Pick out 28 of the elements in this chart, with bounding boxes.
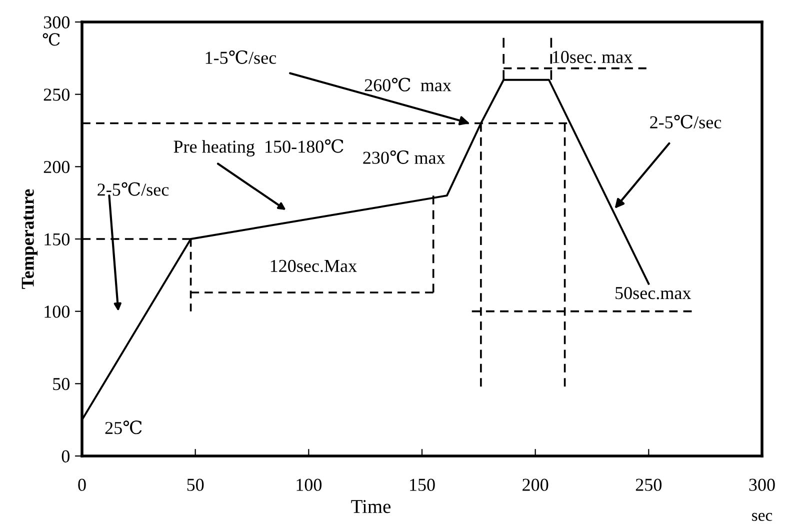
x-tick-label: 50 [187,478,204,491]
annotation: 25℃ [105,420,142,434]
y-tick-label: 100 [44,306,70,318]
x-tick-label: 200 [522,478,548,491]
annotation: 2-5℃/sec [98,182,169,196]
annotation: 50sec.max [616,287,692,300]
y-axis-title: Temperature [22,189,38,289]
x-tick-label: 150 [410,478,435,491]
x-tick-label: 0 [78,478,86,491]
y-tick-label: 0 [62,450,70,462]
y-tick-label: 250 [44,88,70,101]
y-tick-label: 300 [44,16,70,28]
x-axis-title: Time [351,500,391,514]
annotation: 1-5℃/sec [206,50,276,64]
annotation: 120sec.Max [270,260,357,272]
x-tick-label: 250 [636,478,662,491]
x-tick-label: 100 [296,478,322,491]
annotation: 260℃ max [364,78,452,92]
y-tick-label: 200 [44,160,70,174]
text: ℃ [42,33,60,46]
text: sec [752,512,772,521]
annotation: 2-5℃/sec [650,114,722,128]
annotation: 10sec. max [552,50,632,64]
annotation: 230℃ max [363,150,446,164]
x-tick-label: 300 [749,478,775,491]
annotation: Pre heating 150-180℃ [174,139,344,157]
y-tick-label: 50 [53,378,70,390]
y-tick-label: 150 [44,233,70,246]
